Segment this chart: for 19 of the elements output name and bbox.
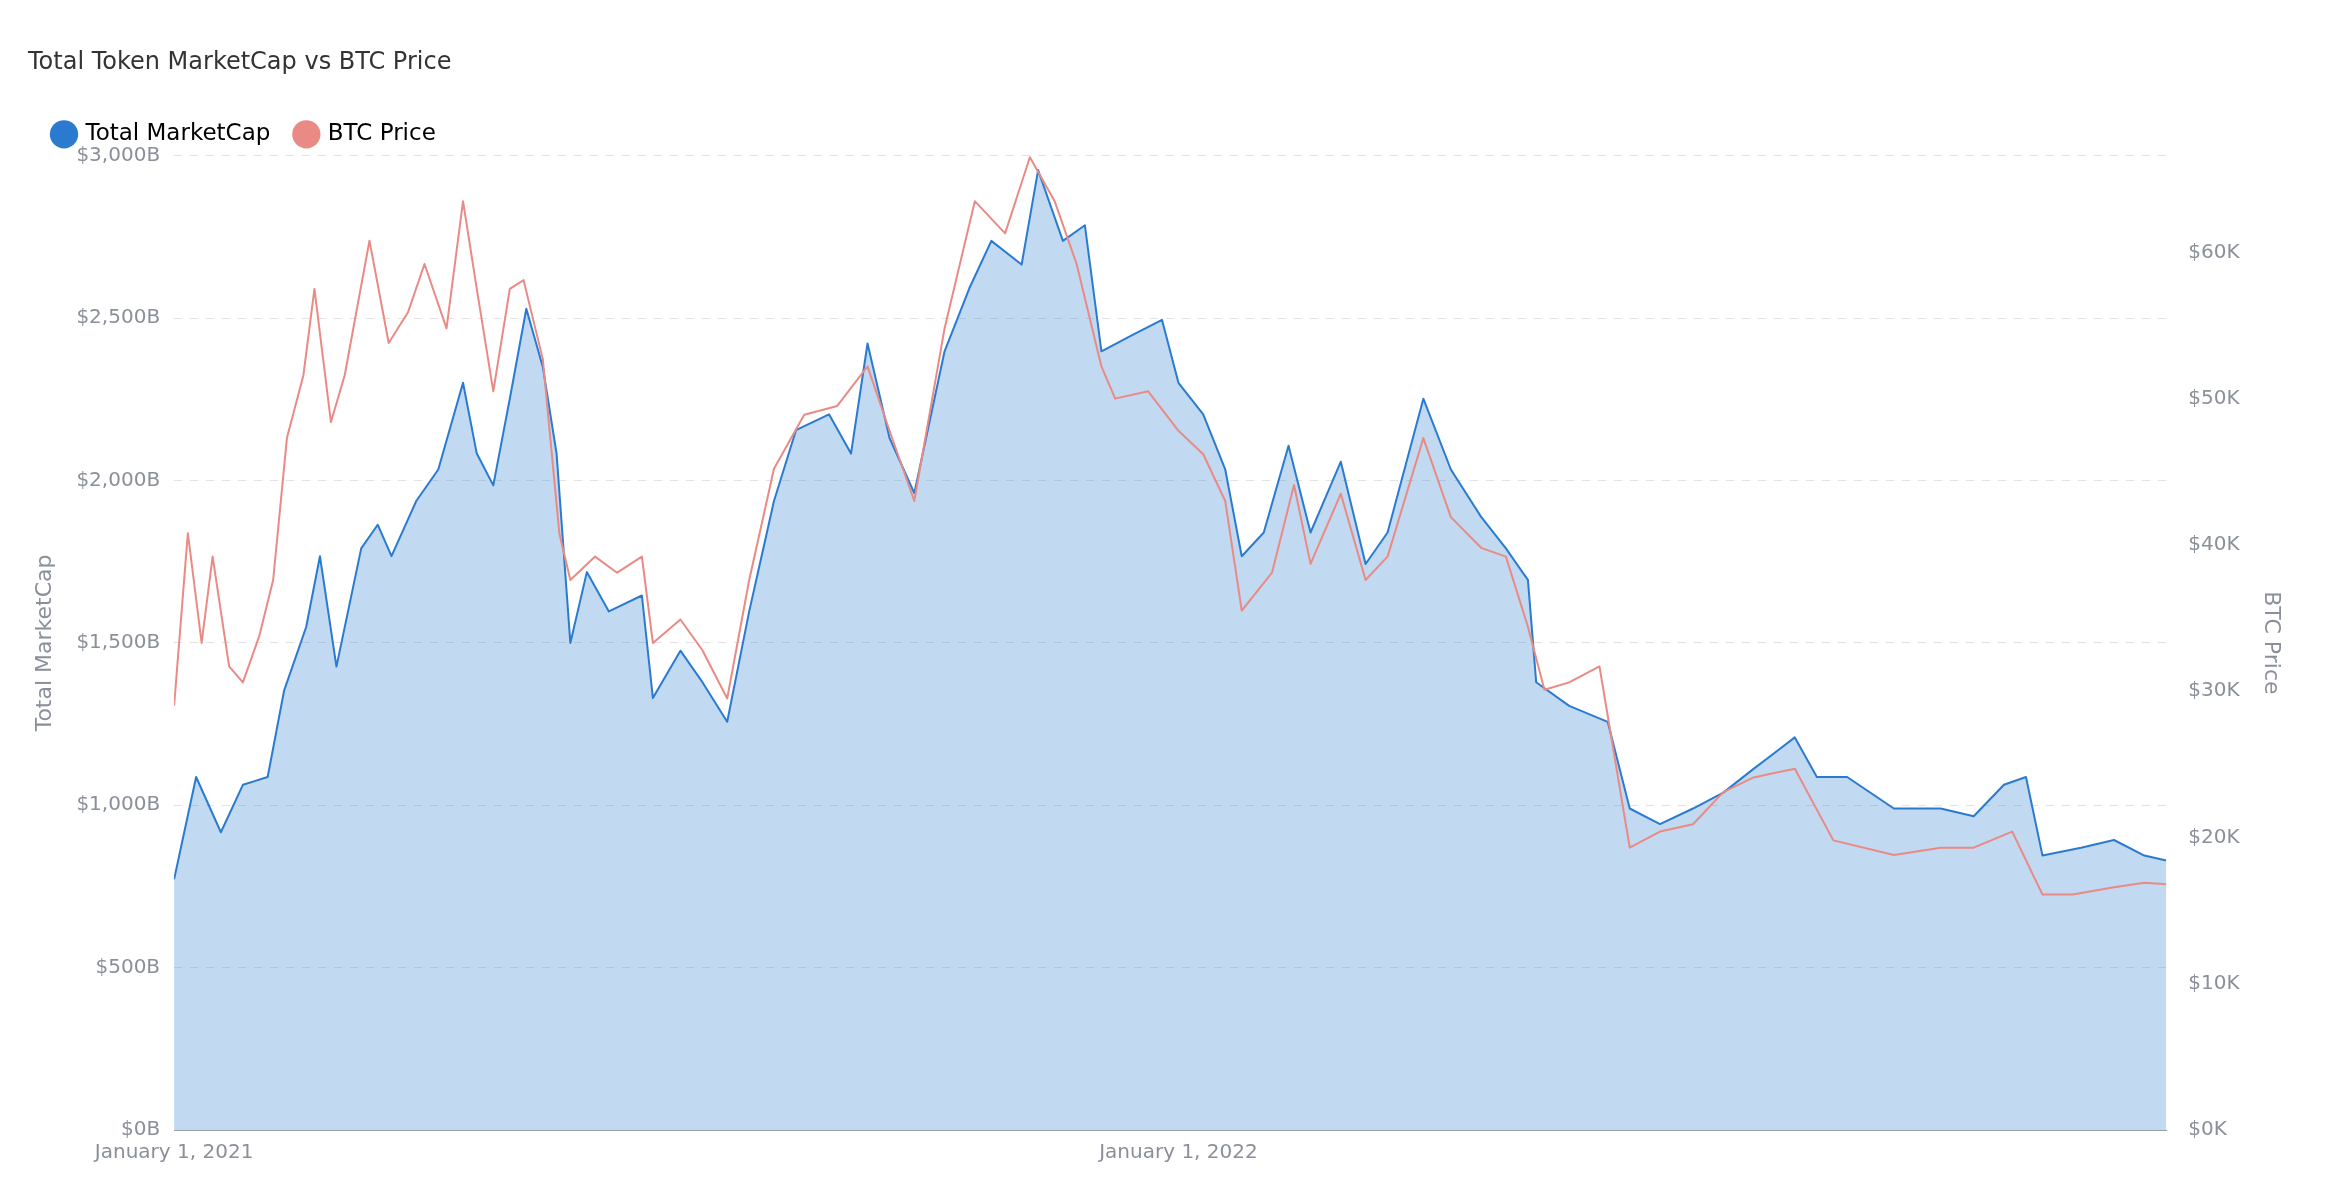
y2-tick-label: $40K [2188,531,2241,556]
y-tick-label: $2,000B [76,466,161,491]
y2-tick-label: $30K [2188,677,2241,702]
y-axis-title: Total MarketCap [30,554,56,733]
y2-tick-label: $20K [2188,823,2241,848]
y-tick-label: $1,000B [76,791,161,816]
y2-tick-label: $50K [2188,384,2241,409]
y-tick-label: $0B [120,1116,161,1141]
y2-tick-label: $0K [2188,1116,2228,1141]
y-tick-label: $2,500B [76,304,161,329]
chart-title: Total Token MarketCap vs BTC Price [27,46,452,75]
y2-tick-label: $60K [2188,238,2241,263]
x-tick-label: January 1, 2021 [92,1139,254,1164]
y-tick-label: $500B [95,953,161,978]
y2-axis-title: BTC Price [2260,591,2286,695]
y2-tick-label: $10K [2188,969,2241,994]
x-tick-label: January 1, 2022 [1097,1139,1258,1164]
legend-label: BTC Price [327,119,436,146]
y-tick-label: $1,500B [76,629,161,654]
